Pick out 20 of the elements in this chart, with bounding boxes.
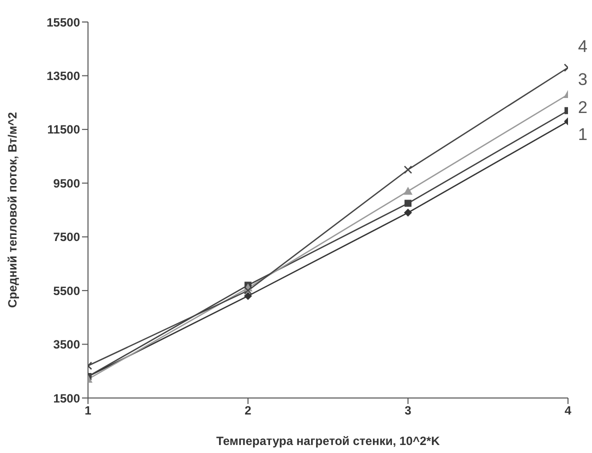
series-label: 3 <box>578 70 588 89</box>
y-tick-label: 3500 <box>53 338 80 352</box>
series-label: 1 <box>578 124 588 144</box>
y-tick-label: 9500 <box>53 176 80 190</box>
y-tick-label: 7500 <box>53 230 80 244</box>
y-axis-title: Средний тепловой поток, Вт/м^2 <box>5 112 20 308</box>
x-tick-label: 2 <box>244 404 252 418</box>
x-axis-title: Температура нагретой стенки, 10^2*K <box>216 434 440 448</box>
series-label: 2 <box>578 98 588 118</box>
y-tick-label: 5500 <box>53 284 80 298</box>
y-tick-label: 1500 <box>53 391 80 406</box>
x-tick-label: 4 <box>564 404 572 418</box>
y-tick-label: 13500 <box>46 68 80 83</box>
point <box>404 208 412 217</box>
x-tick-label: 1 <box>84 404 92 418</box>
y-tick-label: 15500 <box>46 15 80 30</box>
point <box>244 292 252 300</box>
series-label: 4 <box>578 37 588 56</box>
y-tick-label: 11500 <box>47 122 80 137</box>
x-tick-label: 3 <box>404 404 412 418</box>
